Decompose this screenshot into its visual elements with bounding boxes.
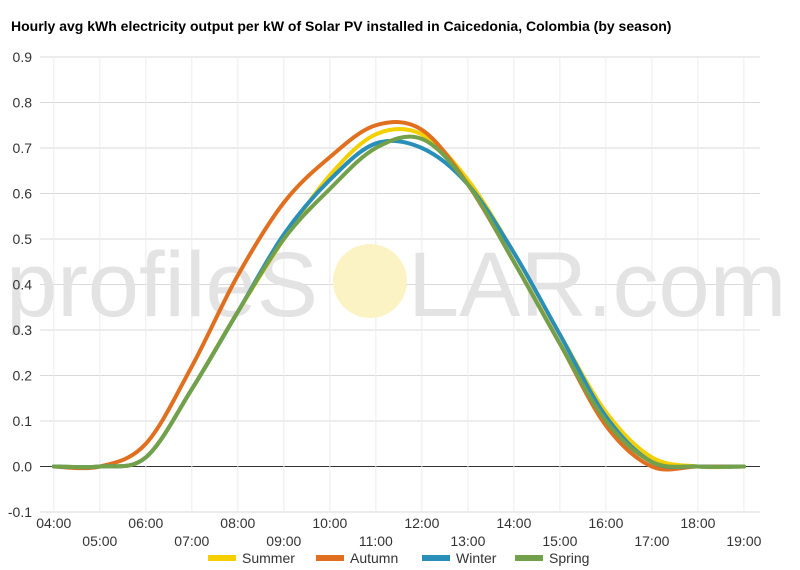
series-line-spring [51, 134, 746, 470]
legend-swatch [208, 555, 236, 561]
chart-title: Hourly avg kWh electricity output per kW… [11, 18, 672, 34]
x-tick-label: 15:00 [542, 533, 577, 549]
legend-swatch [422, 555, 450, 561]
legend-label: Spring [549, 550, 589, 566]
legend-swatch [515, 555, 543, 561]
legend-label: Summer [242, 550, 295, 566]
x-tick-label: 13:00 [450, 533, 485, 549]
axes: -0.1 0.0 0.1 0.2 0.3 0.4 0.5 0.6 0.7 0.8 0.9 04:00 0… [8, 49, 762, 549]
grid-lines [40, 56, 760, 513]
x-tick-label: 18:00 [680, 515, 715, 531]
x-tick-label: 14:00 [496, 515, 531, 531]
watermark: profileS LAR.com [6, 234, 786, 336]
x-tick-label: 05:00 [82, 533, 117, 549]
y-tick-label: 0.3 [13, 322, 33, 338]
legend-label: Autumn [350, 550, 398, 566]
x-tick-label: 11:00 [359, 533, 393, 549]
series-line-autumn [51, 120, 746, 472]
x-tick-label: 07:00 [174, 533, 209, 549]
x-tick-label: 16:00 [588, 515, 623, 531]
y-tick-label: 0.6 [13, 186, 33, 202]
y-tick-label: 0.0 [13, 459, 33, 475]
legend-label: Winter [456, 550, 497, 566]
legend-item-spring[interactable]: Spring [515, 550, 589, 566]
watermark-sun-icon [333, 244, 407, 318]
y-tick-label: 0.2 [13, 368, 33, 384]
legend-item-winter[interactable]: Winter [422, 550, 497, 566]
legend-swatch [316, 555, 344, 561]
x-tick-label: 04:00 [36, 515, 71, 531]
legend-item-summer[interactable]: Summer [208, 550, 295, 566]
watermark-text-right: LAR.com [408, 234, 786, 336]
legend-item-autumn[interactable]: Autumn [316, 550, 398, 566]
x-tick-label: 12:00 [404, 515, 439, 531]
series-lines [51, 120, 746, 472]
y-tick-label: -0.1 [8, 504, 32, 520]
watermark-text-left: profileS [6, 234, 318, 336]
legend: Summer Autumn Winter Spring [208, 550, 589, 566]
x-tick-label: 19:00 [726, 533, 761, 549]
x-tick-label: 17:00 [634, 533, 669, 549]
y-tick-label: 0.8 [13, 95, 33, 111]
x-tick-label: 09:00 [266, 533, 301, 549]
x-tick-label: 10:00 [312, 515, 347, 531]
x-tick-label: 06:00 [128, 515, 163, 531]
y-tick-label: 0.9 [13, 49, 33, 65]
y-tick-label: 0.4 [13, 277, 33, 293]
y-tick-label: 0.1 [13, 413, 33, 429]
x-tick-label: 08:00 [220, 515, 255, 531]
y-tick-label: 0.7 [13, 140, 33, 156]
y-tick-label: 0.5 [13, 231, 33, 247]
